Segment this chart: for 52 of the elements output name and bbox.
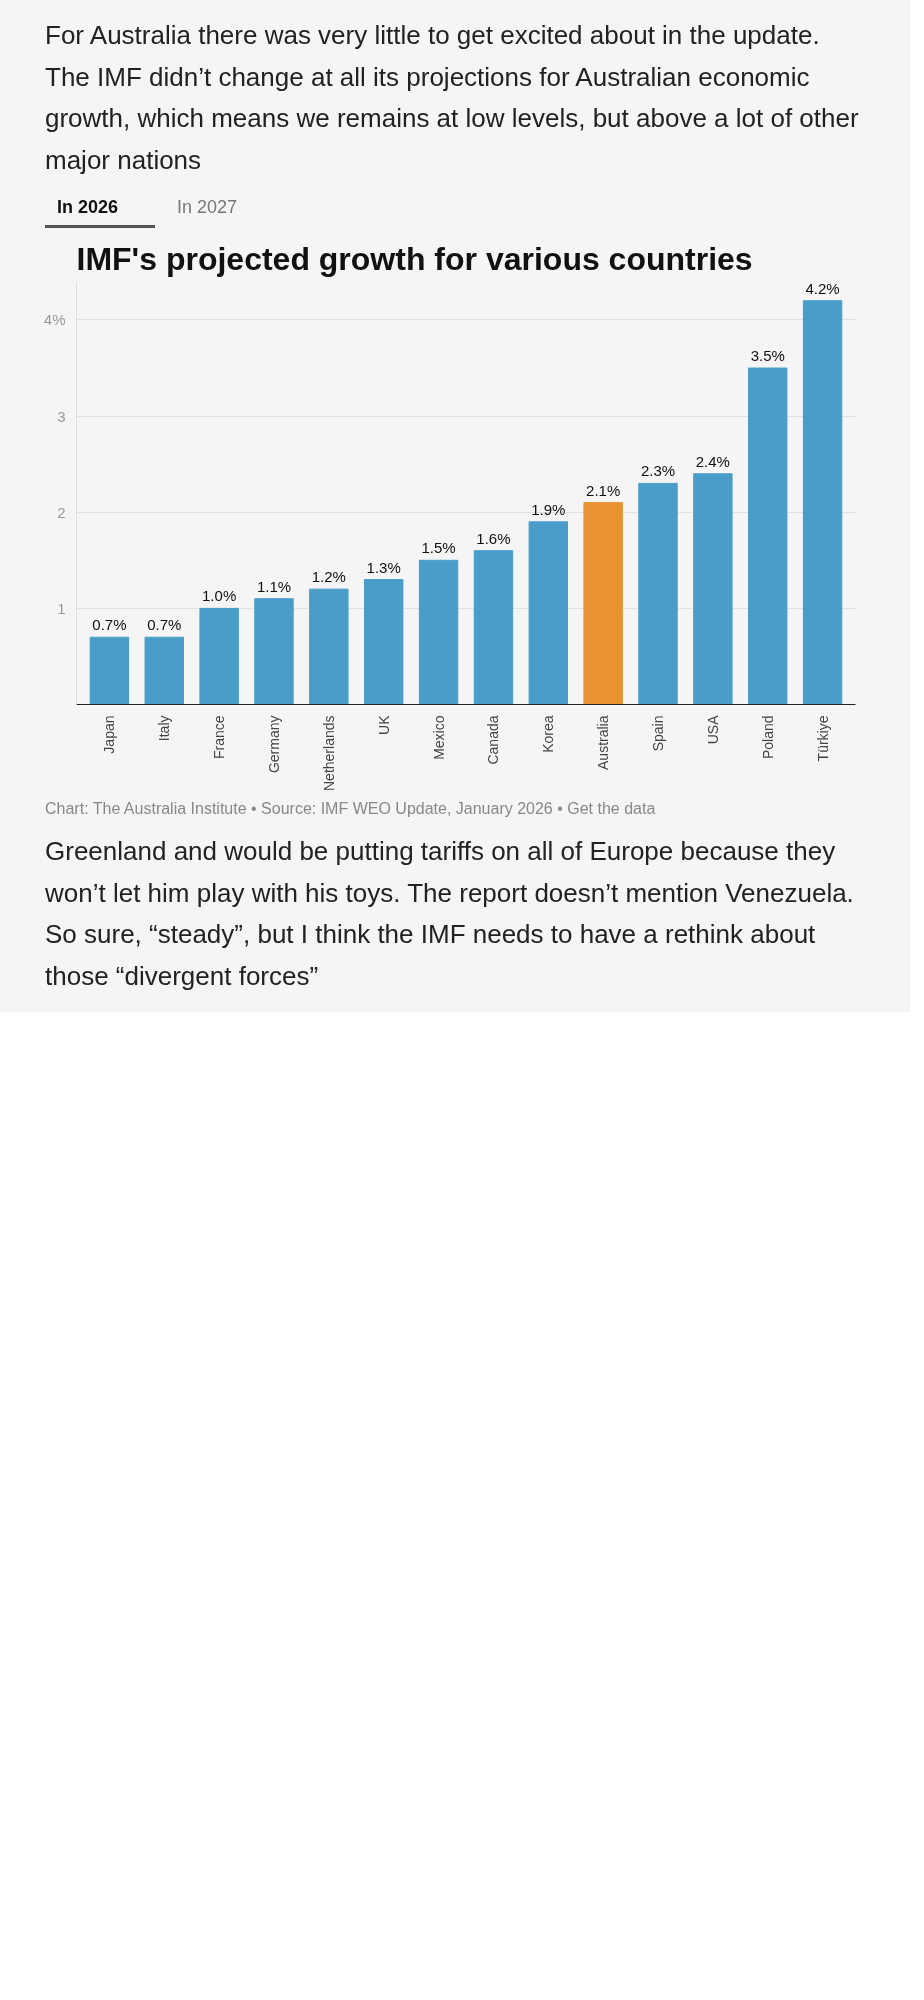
text: Greenland and would be putting tariffs on all of Europe because they won’t let him play with his toys. The report doesn’t mention Venezuela. So sure, “steady”, but I think the IMF needs to have a rethink about those “divergent forces” — [45, 834, 855, 993]
y-tick-label: 1 — [57, 599, 66, 617]
data-label: 2.1% — [586, 481, 621, 499]
x-tick-label: Türkiye — [814, 715, 831, 762]
data-label: 1.9% — [531, 500, 566, 518]
x-tick-label: Spain — [650, 715, 667, 752]
x-tick-label: USA — [704, 714, 721, 745]
text: In 2027 — [177, 196, 238, 220]
data-label: 4.2% — [805, 279, 840, 297]
bar — [309, 588, 349, 705]
x-tick-label: Canada — [485, 715, 502, 765]
bar — [638, 482, 678, 705]
bar — [199, 607, 239, 705]
bar — [693, 473, 733, 705]
bar — [528, 521, 568, 705]
bar — [254, 598, 294, 705]
bar — [89, 636, 130, 705]
bar — [748, 367, 788, 705]
data-label: 1.6% — [476, 529, 511, 547]
data-label: 1.2% — [311, 568, 346, 586]
x-tick-label: UK — [375, 714, 392, 736]
x-tick-label: Italy — [156, 715, 173, 742]
data-label: 1.0% — [202, 587, 237, 605]
text: For Australia there was very little to get excited about in the update. The IMF didn’t change at all its projections for Australian economic growth, which means we remains at low levels, but above a lot of other major nations — [45, 19, 860, 177]
data-label: 0.7% — [147, 616, 182, 634]
x-tick-label: Netherlands — [320, 715, 337, 792]
data-label: 0.7% — [92, 616, 127, 634]
x-tick-label: Australia — [595, 715, 612, 771]
chart-title: IMF's projected growth for various countries — [76, 240, 753, 277]
bar — [418, 559, 459, 705]
x-tick-label: Germany — [265, 715, 282, 774]
x-tick-label: Poland — [759, 715, 776, 760]
data-label: 2.3% — [640, 462, 676, 480]
bar — [802, 300, 843, 705]
data-label: 3.5% — [750, 347, 785, 365]
x-tick-label: Korea — [540, 715, 557, 753]
bar — [473, 550, 514, 705]
y-tick-label: 3 — [57, 407, 66, 425]
text: In 2026 — [57, 196, 119, 220]
y-tick-label: 4% — [43, 311, 66, 329]
bar — [144, 636, 184, 705]
bar — [364, 579, 404, 705]
x-tick-label: Mexico — [430, 715, 447, 760]
data-label: 1.5% — [421, 539, 456, 557]
bar — [583, 502, 623, 705]
y-tick-label: 2 — [57, 503, 66, 521]
text: Chart: The Australia Institute • Source: IMF WEO Update, January 2026 • Get the data — [45, 799, 656, 820]
x-tick-label: Japan — [101, 715, 118, 754]
data-label: 1.3% — [366, 558, 401, 576]
data-label: 1.1% — [256, 577, 292, 595]
x-tick-label: France — [211, 715, 228, 760]
data-label: 2.4% — [695, 452, 730, 470]
